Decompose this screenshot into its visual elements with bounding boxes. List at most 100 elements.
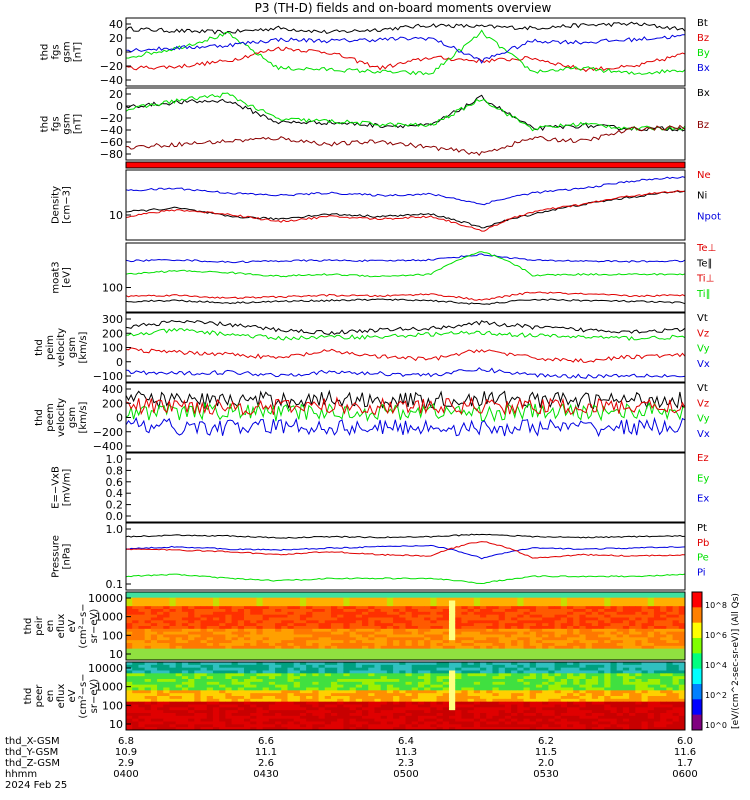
heatmap-cell: [629, 676, 636, 680]
heatmap-cell: [591, 594, 599, 599]
heatmap-cell: [312, 643, 320, 647]
heatmap-cell: [144, 597, 152, 601]
heatmap-cell: [473, 609, 481, 613]
heatmap-cell: [275, 600, 282, 604]
series-line-Vt: [125, 389, 686, 410]
heatmap-cell: [181, 684, 189, 688]
heatmap-cell: [281, 698, 288, 703]
heatmap-cell: [417, 724, 425, 728]
heatmap-cell: [548, 614, 556, 618]
heatmap-cell: [368, 626, 375, 630]
heatmap-cell: [287, 679, 295, 683]
heatmap-cell: [212, 679, 220, 683]
heatmap-cell: [473, 667, 481, 671]
heatmap-cell: [188, 654, 195, 658]
heatmap-cell: [175, 631, 183, 635]
heatmap-cell: [200, 594, 208, 599]
heatmap-cell: [393, 609, 400, 613]
heatmap-cell: [132, 597, 139, 601]
heatmap-cell: [349, 701, 357, 705]
heatmap-cell: [150, 698, 158, 703]
heatmap-cell: [436, 676, 444, 680]
heatmap-cell: [126, 698, 133, 703]
heatmap-cell: [244, 715, 251, 720]
heatmap-cell: [480, 606, 487, 610]
heatmap-cell: [206, 687, 214, 691]
heatmap-cell: [330, 701, 338, 705]
heatmap-cell: [393, 594, 400, 599]
heatmap-cell: [399, 637, 406, 641]
heatmap-cell: [486, 718, 493, 722]
heatmap-cell: [548, 696, 556, 700]
heatmap-cell: [157, 611, 164, 616]
heatmap-cell: [622, 715, 630, 720]
heatmap-cell: [355, 623, 363, 627]
heatmap-cell: [349, 606, 357, 610]
heatmap-cell: [504, 704, 512, 708]
heatmap-cell: [219, 648, 226, 652]
heatmap-cell: [548, 704, 556, 708]
heatmap-cell: [529, 662, 537, 666]
heatmap-cell: [598, 676, 605, 680]
heatmap-cell: [598, 657, 605, 661]
heatmap-cell: [157, 681, 164, 686]
heatmap-cell: [169, 620, 177, 624]
heatmap-cell: [200, 684, 208, 688]
heatmap-cell: [144, 662, 152, 666]
heatmap-cell: [511, 623, 518, 627]
heatmap-cell: [641, 631, 649, 635]
heatmap-cell: [560, 640, 568, 644]
heatmap-cell: [144, 713, 152, 717]
heatmap-cell: [343, 693, 351, 697]
footer-row-label: thd_Z-GSM: [5, 758, 60, 769]
heatmap-cell: [293, 670, 301, 674]
heatmap-cell: [492, 696, 500, 700]
heatmap-cell: [206, 710, 214, 714]
heatmap-cell: [430, 710, 438, 714]
heatmap-cell: [175, 643, 183, 647]
heatmap-cell: [641, 651, 649, 655]
heatmap-cell: [163, 676, 170, 680]
heatmap-cell: [666, 592, 674, 596]
heatmap-cell: [579, 696, 587, 700]
heatmap-cell: [386, 637, 394, 641]
heatmap-cell: [566, 634, 574, 638]
heatmap-cell: [616, 698, 624, 703]
heatmap-cell: [467, 704, 475, 708]
heatmap-cell: [306, 634, 313, 638]
y-tick-label: 200: [102, 397, 123, 410]
heatmap-cell: [604, 657, 611, 661]
heatmap-cell: [511, 617, 518, 621]
heatmap-cell: [318, 721, 326, 725]
heatmap-cell: [169, 696, 177, 700]
heatmap-cell: [225, 628, 233, 633]
heatmap-cell: [200, 631, 208, 635]
heatmap-cell: [163, 713, 170, 717]
heatmap-cell: [194, 684, 202, 688]
heatmap-cell: [126, 637, 133, 641]
heatmap-cell: [244, 626, 251, 630]
heatmap-cell: [181, 594, 189, 599]
heatmap-cell: [231, 620, 239, 624]
heatmap-cell: [411, 696, 419, 700]
heatmap-cell: [399, 634, 406, 638]
heatmap-cell: [144, 628, 152, 633]
heatmap-cell: [430, 713, 438, 717]
heatmap-cell: [560, 594, 568, 599]
heatmap-cell: [535, 676, 543, 680]
heatmap-cell: [200, 626, 208, 630]
heatmap-cell: [666, 626, 674, 630]
y-axis-label: [nPa]: [62, 543, 73, 569]
heatmap-cell: [504, 687, 512, 691]
heatmap-cell: [442, 701, 450, 705]
heatmap-cell: [194, 645, 202, 650]
heatmap-cell: [529, 637, 537, 641]
heatmap-cell: [492, 676, 500, 680]
heatmap-cell: [368, 617, 375, 621]
heatmap-cell: [424, 681, 431, 686]
heatmap-cell: [529, 623, 537, 627]
heatmap-cell: [511, 609, 518, 613]
heatmap-cell: [641, 673, 649, 677]
y-axis-label: eV: [67, 619, 78, 632]
heatmap-cell: [554, 681, 562, 686]
